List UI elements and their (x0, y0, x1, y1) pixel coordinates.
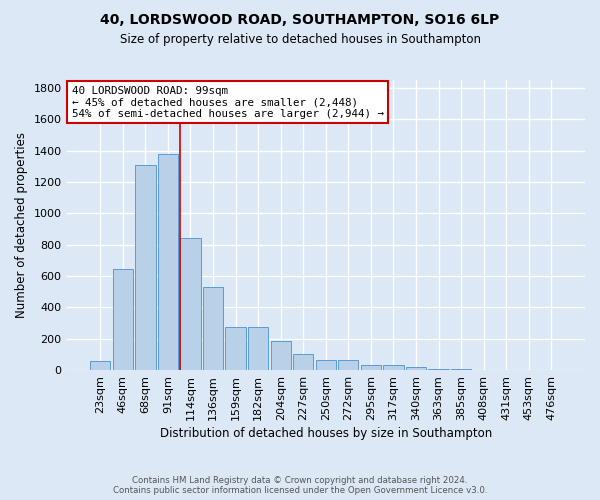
Bar (293, 354, 313, 370)
Bar (181, 238, 200, 370)
Bar (316, 360, 336, 370)
Text: 40, LORDSWOOD ROAD, SOUTHAMPTON, SO16 6LP: 40, LORDSWOOD ROAD, SOUTHAMPTON, SO16 6L… (100, 12, 500, 26)
Bar (271, 341, 291, 370)
Bar (406, 367, 426, 370)
Bar (113, 269, 133, 370)
Text: Contains HM Land Registry data © Crown copyright and database right 2024.
Contai: Contains HM Land Registry data © Crown c… (113, 476, 487, 495)
Text: Size of property relative to detached houses in Southampton: Size of property relative to detached ho… (119, 32, 481, 46)
Bar (383, 364, 404, 370)
Y-axis label: Number of detached properties: Number of detached properties (15, 132, 28, 318)
Bar (451, 368, 471, 370)
Text: 40 LORDSWOOD ROAD: 99sqm
← 45% of detached houses are smaller (2,448)
54% of sem: 40 LORDSWOOD ROAD: 99sqm ← 45% of detach… (72, 86, 384, 119)
Bar (226, 327, 246, 370)
Bar (338, 360, 358, 370)
Bar (90, 362, 110, 370)
X-axis label: Distribution of detached houses by size in Southampton: Distribution of detached houses by size … (160, 427, 492, 440)
Bar (428, 368, 449, 370)
Bar (158, 154, 178, 370)
Bar (248, 327, 268, 370)
Bar (135, 164, 155, 370)
Bar (361, 364, 381, 370)
Bar (203, 287, 223, 370)
